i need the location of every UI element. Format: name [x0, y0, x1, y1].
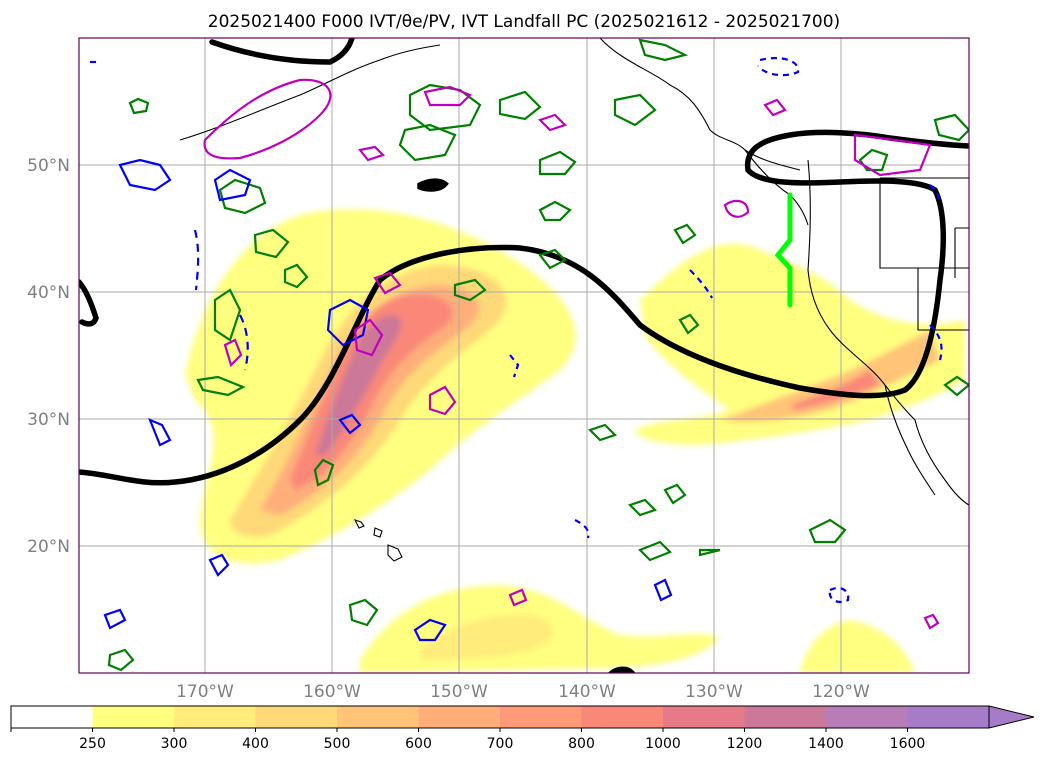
ivt-shading: [185, 209, 965, 673]
colorbar-tick-label: 1400: [808, 736, 844, 752]
colorbar-tick-label: 1600: [890, 736, 926, 752]
colorbar-segment: [500, 706, 582, 728]
lon-label: 160°W: [303, 682, 361, 702]
colorbar-segment: [663, 706, 745, 728]
colorbar-tick-label: 700: [487, 736, 514, 752]
ivt-800-east: [790, 370, 880, 410]
lat-label: 30°N: [27, 410, 70, 430]
colorbar-segment: [174, 706, 256, 728]
theta-e-blob: [417, 178, 449, 192]
colorbar-tick-label: 800: [568, 736, 595, 752]
colorbar-tick-label: 1200: [727, 736, 763, 752]
lat-label: 50°N: [27, 156, 70, 176]
colorbar-tick-label: 400: [242, 736, 269, 752]
colorbar-segment: [418, 706, 501, 728]
colorbar-tick-label: 600: [405, 736, 432, 752]
ivt-300-south: [420, 614, 553, 660]
map-panel: [79, 38, 969, 673]
alaska-coast: [599, 38, 801, 171]
figure-title: 2025021400 F000 IVT/θe/PV, IVT Landfall …: [208, 12, 840, 32]
theta-e-west: [79, 279, 99, 327]
hawaii-3: [387, 544, 403, 562]
colorbar-tick-label: 300: [161, 736, 188, 752]
baja-coast: [884, 384, 936, 496]
colorbar-segment: [337, 706, 419, 728]
colorbar-segment: [826, 706, 908, 728]
lon-label: 170°W: [176, 682, 234, 702]
colorbar-segment: [907, 706, 990, 728]
hawaii-1: [353, 519, 365, 529]
lat-label: 40°N: [27, 283, 70, 303]
theta-e-contours: [79, 38, 969, 673]
colorbar-segment: [11, 706, 93, 728]
us-west-coast: [807, 159, 969, 506]
colorbar-segment: [744, 706, 827, 728]
ivt-1200-main: [315, 315, 402, 455]
pv-contours: [107, 38, 969, 672]
map-frame: [78, 37, 970, 674]
lon-label: 120°W: [812, 682, 870, 702]
theta-e-main: [79, 129, 969, 486]
magenta-contours: [203, 78, 940, 630]
colorbar-extend-arrow: [988, 705, 1035, 729]
colorbar-tick-label: 250: [79, 736, 106, 752]
lon-label: 140°W: [558, 682, 616, 702]
colorbar: 250 300 400 500 600 700 800 1000 1200 1400 1600: [10, 705, 1035, 752]
colorbar-segment: [92, 706, 175, 728]
lat-label: 20°N: [27, 537, 70, 557]
negative-contours: [90, 56, 943, 642]
ivt-500-east: [720, 330, 940, 422]
hawaii-2: [373, 527, 383, 538]
lon-label: 150°W: [430, 682, 488, 702]
ivt-250-se: [800, 620, 915, 673]
landfall-marker: [774, 192, 793, 308]
theta-e-north: [209, 38, 355, 65]
longitude-labels: 170°W 160°W 150°W 140°W 130°W 120°W: [176, 682, 870, 702]
lon-label: 130°W: [685, 682, 743, 702]
colorbar-tick-label: 1000: [645, 736, 681, 752]
latitude-labels: 50°N 40°N 30°N 20°N: [27, 156, 70, 557]
colorbar-segment: [581, 706, 664, 728]
colorbar-segment: [255, 706, 338, 728]
us-state-borders: [879, 177, 969, 331]
colorbar-tick-label: 500: [324, 736, 351, 752]
